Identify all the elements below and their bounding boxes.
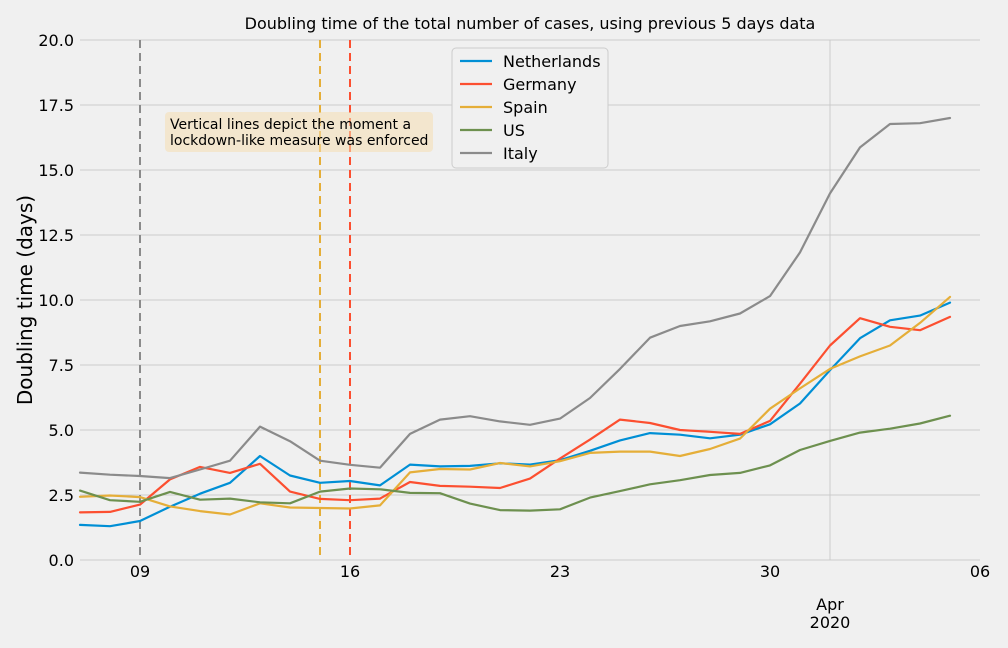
x-tick-label: 16 — [340, 562, 360, 581]
x-tick-label: 06 — [970, 562, 990, 581]
y-tick-label: 17.5 — [38, 96, 74, 115]
y-tick-label: 2.5 — [49, 486, 74, 505]
chart-title: Doubling time of the total number of cas… — [245, 14, 816, 33]
y-tick-label: 20.0 — [38, 31, 74, 50]
grid — [80, 39, 980, 561]
annotation-line-1: Vertical lines depict the moment a — [170, 117, 411, 133]
legend-label-us: US — [503, 121, 525, 140]
series-lines — [78, 116, 952, 528]
y-tick-label: 0.0 — [49, 551, 74, 570]
y-axis-label: Doubling time (days) — [13, 195, 37, 405]
y-tick-label: 12.5 — [38, 226, 74, 245]
lockdown-lines — [139, 40, 351, 560]
legend-label-germany: Germany — [503, 75, 577, 94]
tick-labels: 0.0 2.5 5.0 7.5 10.0 12.5 15.0 17.5 20.0 09 16 23 30… — [38, 31, 990, 632]
x-tick-label: 30 — [760, 562, 780, 581]
series-line-germany — [78, 315, 952, 514]
legend-label-netherlands: Netherlands — [503, 52, 601, 71]
legend-label-spain: Spain — [503, 98, 548, 117]
x-tick-label: 23 — [550, 562, 570, 581]
annotation-background — [165, 112, 433, 152]
legend-frame — [451, 47, 609, 169]
annotation-line-2: lockdown-like measure was enforced — [170, 133, 428, 149]
y-tick-label: 15.0 — [38, 161, 74, 180]
x-tick-label: 09 — [130, 562, 150, 581]
y-tick-label: 10.0 — [38, 291, 74, 310]
series-line-spain — [78, 295, 952, 516]
y-tick-label: 7.5 — [49, 356, 74, 375]
legend: Netherlands Germany Spain US Italy — [451, 47, 609, 169]
x-year-label: 2020 — [810, 613, 851, 632]
series-line-italy — [78, 116, 952, 480]
x-month-label: Apr — [816, 595, 844, 614]
annotation-box: Vertical lines depict the moment a lockd… — [165, 112, 433, 152]
series-line-us — [78, 414, 952, 512]
y-tick-label: 5.0 — [49, 421, 74, 440]
legend-label-italy: Italy — [503, 144, 538, 163]
